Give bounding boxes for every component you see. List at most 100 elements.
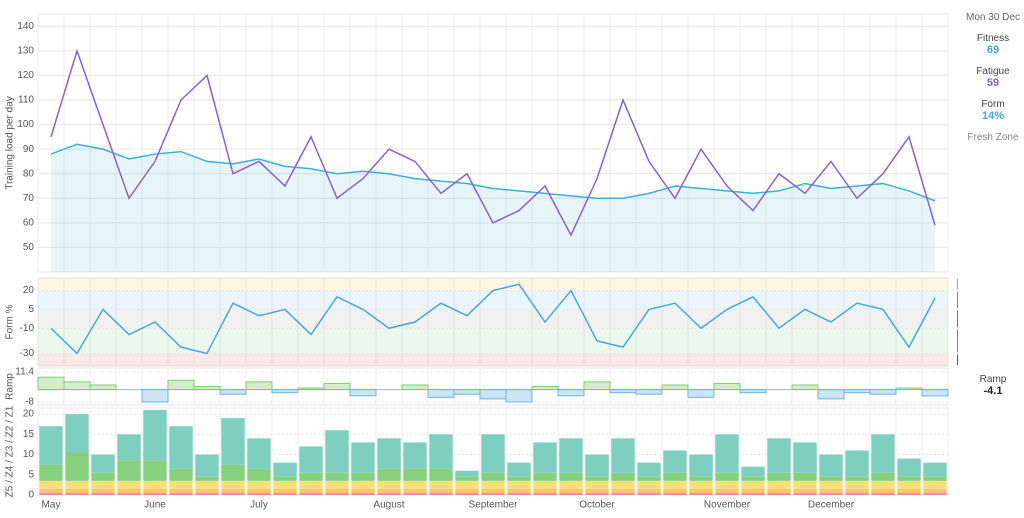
bar-segment — [65, 452, 89, 481]
bar-segment — [741, 480, 765, 489]
bar-segment — [169, 488, 193, 493]
bar-segment — [143, 492, 167, 495]
bar-segment — [325, 480, 349, 489]
bar-segment — [117, 434, 141, 461]
bar-segment — [507, 462, 531, 477]
bar-segment — [169, 492, 193, 495]
bar-segment — [845, 488, 869, 493]
bar-segment — [39, 464, 63, 481]
bar-segment — [325, 472, 349, 481]
bar-segment — [897, 480, 921, 489]
bar-segment — [637, 488, 661, 493]
bar-segment — [741, 476, 765, 481]
bar-segment — [273, 476, 297, 481]
ramp-bar — [193, 386, 221, 391]
y-tick-label: 11.4 — [15, 367, 34, 378]
bar-segment — [195, 454, 219, 477]
bar-segment — [663, 488, 687, 493]
line — [50, 48, 936, 237]
bar-segment — [897, 492, 921, 495]
ramp-bar — [89, 384, 117, 391]
bar-segment — [169, 426, 193, 469]
bar-segment — [689, 492, 713, 495]
y-tick-label: 20 — [23, 285, 35, 296]
ramp-bar — [349, 389, 377, 397]
zone-band — [38, 290, 948, 310]
zone-label: Fresh Zone — [967, 132, 1019, 143]
line — [50, 283, 936, 355]
bar-segment — [273, 488, 297, 493]
bar-segment — [767, 438, 791, 473]
y-tick-label: 130 — [17, 45, 34, 56]
bar-segment — [481, 492, 505, 495]
bar-segment — [481, 472, 505, 481]
y-tick-label: 15 — [23, 429, 35, 440]
bar-segment — [559, 492, 583, 495]
bar-segment — [429, 492, 453, 495]
bar-segment — [715, 472, 739, 481]
ramp-bar — [219, 389, 247, 395]
bar-segment — [273, 462, 297, 477]
bar-segment — [143, 480, 167, 489]
bar-segment — [819, 454, 843, 477]
bar-segment — [845, 492, 869, 495]
bar-segment — [377, 488, 401, 493]
bar-segment — [481, 434, 505, 473]
bar-segment — [221, 492, 245, 495]
bar-segment — [559, 488, 583, 493]
bar-segment — [689, 488, 713, 493]
ramp-bar — [297, 387, 325, 391]
bar-segment — [611, 492, 635, 495]
ramp-bar — [271, 389, 299, 394]
ramp-bar — [557, 389, 585, 397]
y-axis-label: Form % — [5, 304, 16, 339]
bar-segment — [897, 476, 921, 481]
bar-segment — [481, 480, 505, 489]
bar-segment — [897, 488, 921, 493]
bar-segment — [377, 480, 401, 489]
bar-segment — [351, 492, 375, 495]
bar-segment — [637, 476, 661, 481]
bar-segment — [403, 492, 427, 495]
bar-segment — [845, 480, 869, 489]
bar-segment — [845, 450, 869, 477]
bar-segment — [689, 454, 713, 477]
bar-segment — [403, 480, 427, 489]
bar-segment — [585, 454, 609, 477]
form-label: Form — [981, 99, 1005, 110]
bar-segment — [741, 466, 765, 477]
bar-segment — [559, 472, 583, 481]
bar-segment — [767, 480, 791, 489]
ramp-label: Ramp — [979, 374, 1007, 385]
bar-segment — [455, 488, 479, 493]
y-tick-label: 80 — [23, 168, 35, 179]
bar-segment — [247, 438, 271, 469]
bar-segment — [585, 492, 609, 495]
bar-segment — [923, 476, 947, 481]
y-axis-label: Training load per day — [5, 96, 16, 190]
bar-segment — [611, 472, 635, 481]
ramp-bar — [921, 389, 949, 397]
bar-segment — [195, 492, 219, 495]
bar-segment — [299, 488, 323, 493]
bar-segment — [923, 480, 947, 489]
x-tick-label: July — [250, 500, 268, 511]
bar-segment — [247, 488, 271, 493]
bar-segment — [195, 488, 219, 493]
bar-segment — [429, 468, 453, 481]
bar-segment — [91, 480, 115, 489]
bar-segment — [533, 442, 557, 473]
bar-segment — [507, 480, 531, 489]
bar-segment — [533, 472, 557, 481]
bar-segment — [793, 480, 817, 489]
bar-segment — [871, 488, 895, 493]
x-tick-label: May — [42, 500, 61, 511]
bar-segment — [793, 442, 817, 473]
bar-segment — [741, 492, 765, 495]
bar-segment — [637, 492, 661, 495]
bar-segment — [481, 488, 505, 493]
ramp-bar — [245, 381, 273, 391]
y-tick-label: 100 — [17, 119, 34, 130]
bar-segment — [169, 468, 193, 481]
